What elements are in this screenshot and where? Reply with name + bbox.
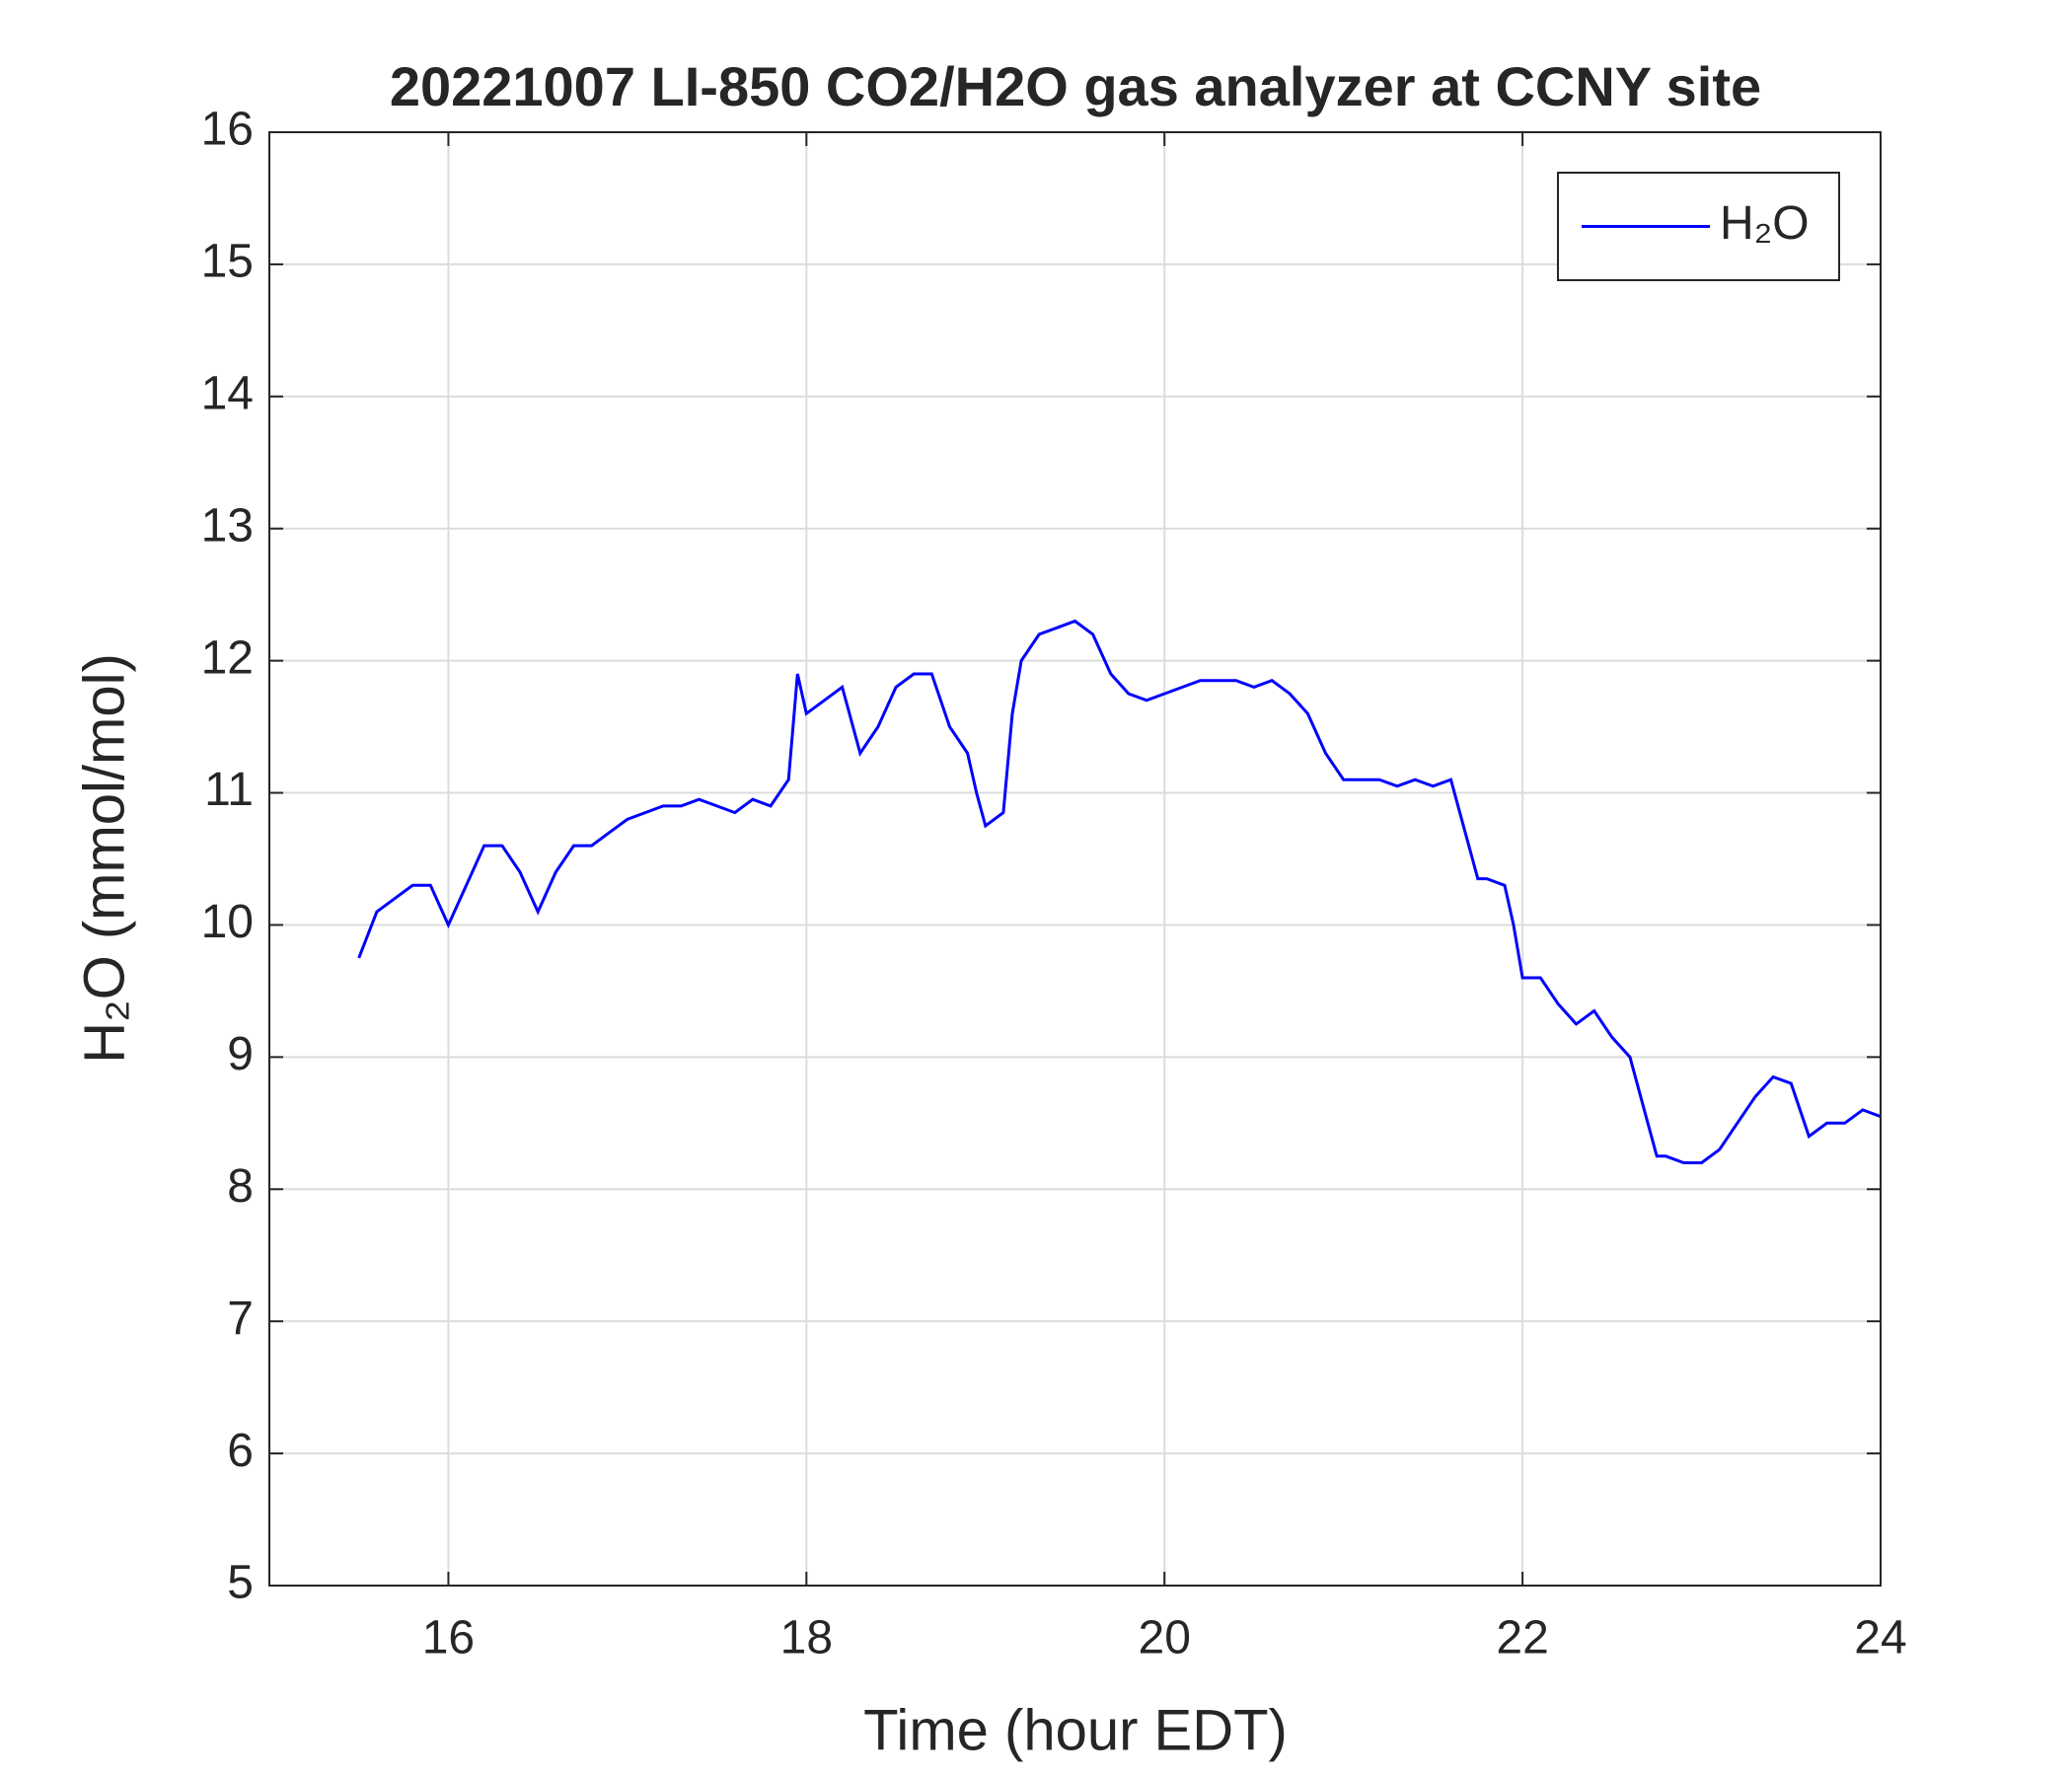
y-tick-label: 16 (201, 104, 254, 156)
x-tick-label: 18 (780, 1612, 833, 1665)
y-axis-label: H₂O (mmol/mol) (72, 653, 136, 1064)
y-tick-label: 13 (201, 499, 254, 552)
x-tick-label: 22 (1496, 1612, 1548, 1665)
legend-label: H₂O (1720, 197, 1810, 250)
y-tick-label: 6 (227, 1425, 254, 1477)
y-tick-label: 10 (201, 896, 254, 948)
y-tick-label: 8 (227, 1160, 254, 1213)
y-tick-label: 7 (227, 1293, 254, 1345)
x-tick-label: 20 (1139, 1612, 1191, 1665)
x-tick-label: 24 (1854, 1612, 1906, 1665)
chart-title: 20221007 LI-850 CO2/H2O gas analyzer at … (390, 55, 1761, 117)
y-tick-label: 9 (227, 1028, 254, 1080)
y-tick-label: 14 (201, 367, 254, 419)
y-tick-label: 5 (227, 1557, 254, 1609)
plot-area (269, 132, 1881, 1586)
x-tick-label: 16 (422, 1612, 475, 1665)
y-tick-label: 11 (204, 764, 254, 816)
x-axis-label: Time (hour EDT) (863, 1698, 1288, 1762)
data-line (357, 619, 1882, 1164)
y-tick-label: 12 (201, 631, 254, 684)
axes-box (268, 131, 1882, 1587)
y-tick-label: 15 (201, 236, 254, 288)
